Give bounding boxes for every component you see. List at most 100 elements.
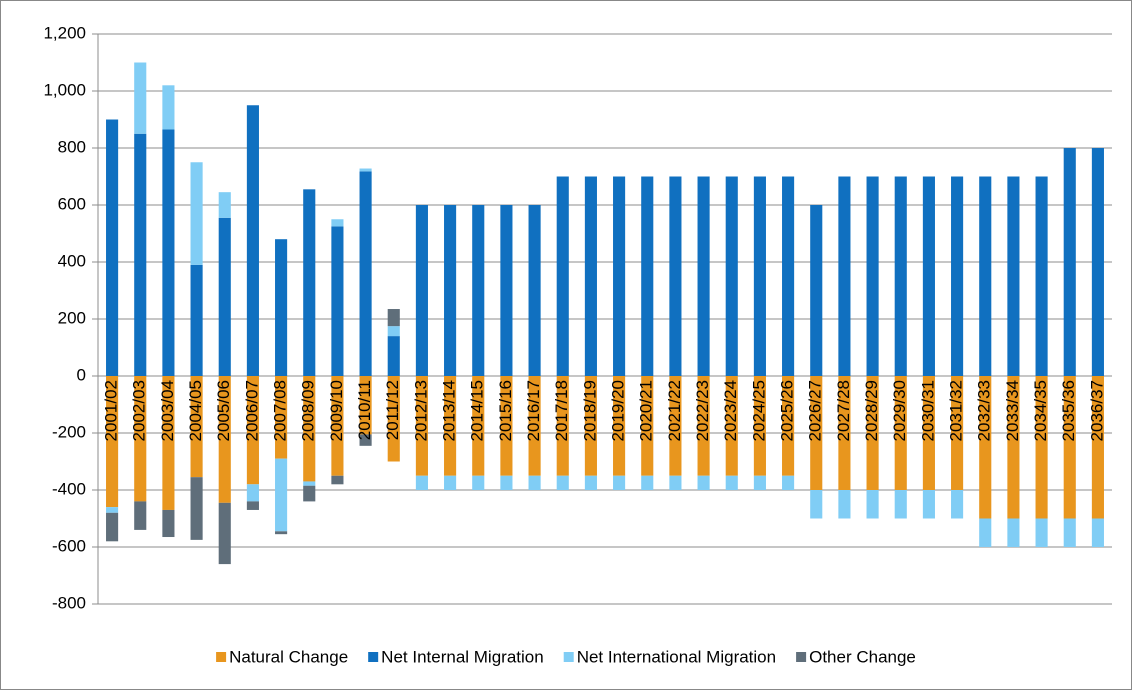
bar-segment xyxy=(162,85,175,130)
x-tick-label: 2001/02 xyxy=(102,380,121,441)
bar-segment xyxy=(331,219,344,227)
bar-segment xyxy=(613,475,626,490)
bar-segment xyxy=(387,336,400,376)
x-tick-label: 2030/31 xyxy=(918,380,937,441)
bar-segment xyxy=(641,376,654,476)
x-tick-label: 2014/15 xyxy=(468,380,487,441)
x-tick-label: 2025/26 xyxy=(778,380,797,441)
x-tick-label: 2009/10 xyxy=(327,380,346,441)
bar-segment xyxy=(415,205,428,376)
bar-segment xyxy=(894,176,907,376)
bar-segment xyxy=(415,376,428,476)
x-tick-label: 2024/25 xyxy=(749,380,768,441)
bar-segment xyxy=(922,376,935,490)
legend-label: Other Change xyxy=(809,647,916,666)
bar-segment xyxy=(556,475,569,490)
bar-segment xyxy=(613,176,626,376)
legend-swatch xyxy=(563,652,574,662)
x-tick-label: 2008/09 xyxy=(299,380,318,441)
bar-segment xyxy=(1091,376,1104,519)
x-tick-label: 2017/18 xyxy=(552,380,571,441)
bar-segment xyxy=(472,376,485,476)
bar-segment xyxy=(106,376,119,508)
bar-segment xyxy=(866,490,879,519)
bar-segment xyxy=(134,133,147,376)
bar-segment xyxy=(922,490,935,519)
bar-segment xyxy=(444,205,457,376)
bar-segment xyxy=(472,475,485,490)
bar-segment xyxy=(415,475,428,490)
bar-segment xyxy=(1035,176,1048,376)
y-tick-label: 0 xyxy=(77,365,86,384)
bar-segment xyxy=(134,62,147,134)
bar-segment xyxy=(894,490,907,519)
bar-segment xyxy=(1063,376,1076,519)
bar-segment xyxy=(951,176,964,376)
bar-segment xyxy=(331,376,344,476)
bar-segment xyxy=(190,376,203,478)
y-tick-label: -600 xyxy=(52,536,86,555)
bar-segment xyxy=(753,475,766,490)
bar-segment xyxy=(359,171,372,376)
bar-segment xyxy=(106,512,119,542)
bar-segment xyxy=(613,376,626,476)
x-tick-label: 2007/08 xyxy=(271,380,290,441)
bar-segment xyxy=(951,376,964,490)
bar-segment xyxy=(697,475,710,490)
bar-segment xyxy=(1063,148,1076,376)
bar-segment xyxy=(387,376,400,462)
bar-segment xyxy=(190,264,203,376)
x-tick-label: 2029/30 xyxy=(890,380,909,441)
y-tick-label: 1,000 xyxy=(43,80,86,99)
bar-segment xyxy=(669,475,682,490)
bar-segment xyxy=(979,376,992,519)
bar-segment xyxy=(782,376,795,476)
bar-segment xyxy=(782,176,795,376)
bar-segment xyxy=(444,376,457,476)
y-tick-label: -400 xyxy=(52,479,86,498)
bar-segment xyxy=(641,176,654,376)
x-tick-label: 2028/29 xyxy=(862,380,881,441)
x-tick-label: 2016/17 xyxy=(524,380,543,441)
bar-segment xyxy=(359,376,372,435)
legend-swatch xyxy=(216,652,227,662)
bar-segment xyxy=(500,475,513,490)
bar-segment xyxy=(556,176,569,376)
bar-segment xyxy=(387,309,400,327)
bar-segment xyxy=(387,326,400,337)
bar-segment xyxy=(556,376,569,476)
legend-item: Natural Change xyxy=(216,647,348,666)
bar-segment xyxy=(500,376,513,476)
x-tick-label: 2036/37 xyxy=(1087,380,1106,441)
bar-segment xyxy=(1091,518,1104,547)
legend-item: Net Internal Migration xyxy=(368,647,544,666)
legend-label: Net International Migration xyxy=(577,647,776,666)
legend-item: Other Change xyxy=(796,647,916,666)
bar-segment xyxy=(1007,176,1020,376)
x-tick-label: 2033/34 xyxy=(1003,380,1022,441)
bar-segment xyxy=(810,376,823,490)
x-tick-label: 2032/33 xyxy=(975,380,994,441)
bar-segment xyxy=(838,176,851,376)
y-tick-label: 200 xyxy=(58,308,86,327)
bar-segment xyxy=(275,458,288,532)
bar-segment xyxy=(246,484,259,502)
bar-segment xyxy=(528,205,541,376)
x-tick-label: 2005/06 xyxy=(214,380,233,441)
x-tick-label: 2023/24 xyxy=(721,380,740,441)
bar-segment xyxy=(106,119,119,376)
x-tick-label: 2012/13 xyxy=(411,380,430,441)
bar-segment xyxy=(866,176,879,376)
y-tick-label: 800 xyxy=(58,137,86,156)
bar-segment xyxy=(246,376,259,485)
bar-segment xyxy=(753,176,766,376)
x-tick-label: 2010/11 xyxy=(355,380,374,440)
x-tick-label: 2018/19 xyxy=(580,380,599,441)
bar-segment xyxy=(275,376,288,459)
bar-segment xyxy=(838,490,851,519)
bar-segment xyxy=(584,176,597,376)
y-tick-label: 400 xyxy=(58,251,86,270)
legend-label: Natural Change xyxy=(229,647,348,666)
x-tick-label: 2035/36 xyxy=(1059,380,1078,441)
bar-segment xyxy=(218,502,231,565)
